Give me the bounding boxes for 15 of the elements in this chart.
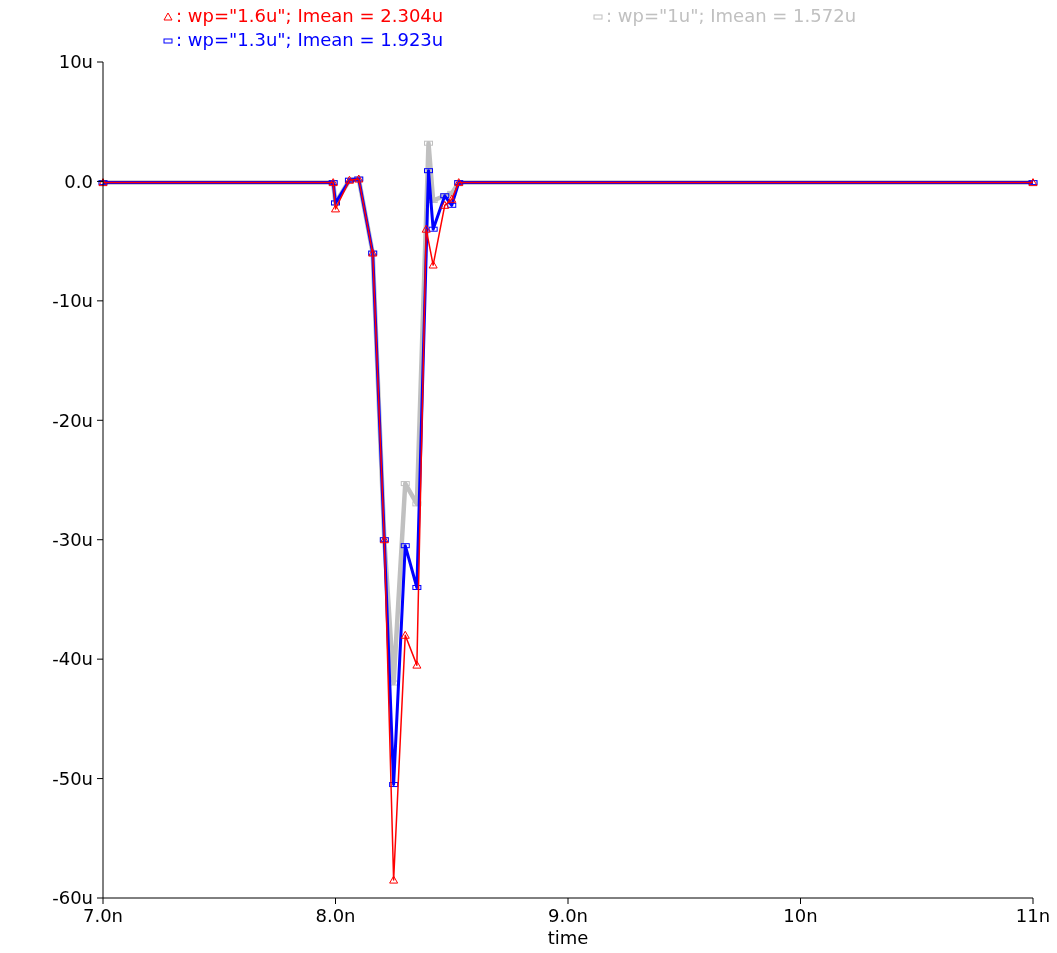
y-tick-label: 0.0 [64,170,93,192]
x-tick-label: 8.0n [315,905,356,926]
y-tick-label: -20u [52,409,93,431]
y-tick-label: 10u [58,51,93,73]
x-tick-label: 9.0n [547,905,589,926]
legend-label: : wp="1u"; Imean = 1.572u [606,5,857,26]
x-tick-label: 10n [783,905,818,926]
y-tick-label: -10u [52,290,93,312]
x-axis-title: time [547,927,589,948]
legend-label: : wp="1.3u"; Imean = 1.923u [176,29,444,50]
y-tick-label: -30u [52,529,93,551]
legend-label: : wp="1.6u"; Imean = 2.304u [176,5,444,26]
y-tick-label: -50u [52,767,93,789]
x-tick-label: 11n [1015,905,1051,926]
y-tick-label: -40u [52,648,93,670]
